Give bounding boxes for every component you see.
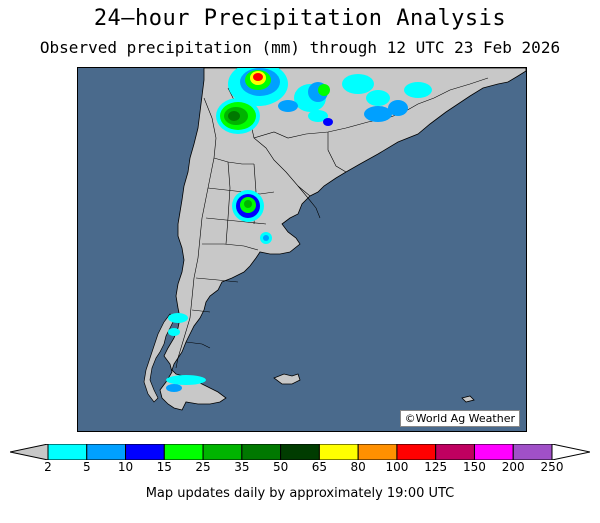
legend-tick: 125 [424,460,448,474]
legend-tick: 150 [463,460,486,474]
land-south-america [159,68,526,411]
legend-tick: 200 [501,460,525,474]
map-subtitle: Observed precipitation (mm) through 12 U… [39,38,561,57]
precip-layer [166,68,432,392]
legend-tick: 100 [385,460,409,474]
legend-left-arrow [10,444,49,460]
legend-tick: 50 [272,460,289,474]
map-title: 24—hour Precipitation Analysis [93,6,507,31]
legend-right-arrow [551,444,590,460]
legend-bin [241,444,282,460]
legend-tick: 65 [311,460,328,474]
legend-bin [357,444,398,460]
legend-tick: 250 [540,460,564,474]
land-south-georgia [461,395,475,403]
land-falklands [273,373,301,385]
legend-bin [47,444,88,460]
precip-legend [10,444,590,460]
legend-bin [512,444,553,460]
legend-bin [202,444,243,460]
credit-label: ©World Ag Weather [399,410,520,427]
update-note: Map updates daily by approximately 19:00… [145,486,455,501]
legend-tick: 25 [195,460,211,474]
legend-tick: 5 [82,460,91,474]
legend-bin [473,444,514,460]
legend-bin [396,444,437,460]
legend-tick: 80 [350,460,366,474]
legend-bin [318,444,359,460]
map-canvas [78,68,526,431]
legend-bin [125,444,165,460]
legend-tick: 10 [117,460,134,474]
legend-bin [163,444,204,460]
legend-tick: 35 [234,460,250,474]
legend-tick: 15 [156,460,172,474]
legend-tick-labels: 2 5 10 15 25 35 50 65 80 100 125 150 200 250 [0,460,600,476]
legend-tick: 2 [44,460,52,474]
legend-bin [280,444,320,460]
legend-bin [86,444,127,460]
land-chile-islands [143,313,175,403]
precipitation-map: ©World Ag Weather [77,67,527,432]
legend-bin [435,444,475,460]
